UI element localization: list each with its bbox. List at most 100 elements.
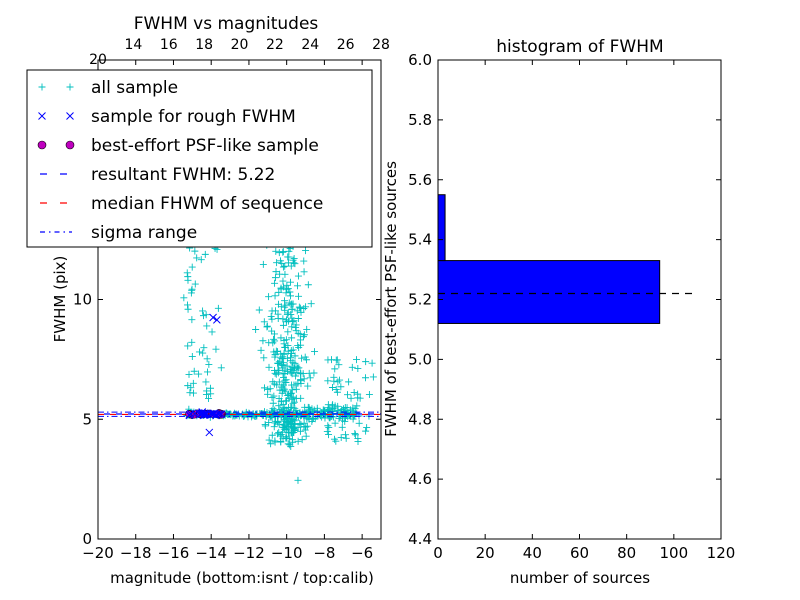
all-sample-point xyxy=(292,394,300,402)
all-sample-point xyxy=(252,325,260,333)
all-sample-point xyxy=(279,373,287,381)
rough-sample-point xyxy=(205,428,214,437)
left-x-tick-label: −16 xyxy=(158,544,190,562)
all-sample-point xyxy=(273,348,281,356)
all-sample-point xyxy=(284,392,292,400)
all-sample-point xyxy=(294,437,302,445)
legend-marker xyxy=(38,83,46,91)
all-sample-point xyxy=(201,250,209,258)
all-sample-point xyxy=(323,427,331,435)
all-sample-point xyxy=(300,419,308,427)
all-sample-point xyxy=(188,263,196,271)
all-sample-point xyxy=(300,257,308,265)
all-sample-point xyxy=(354,435,362,443)
left-top-tick-label: 26 xyxy=(337,37,355,53)
all-sample-point xyxy=(298,354,306,362)
all-sample-point xyxy=(260,384,268,392)
rough-sample-point xyxy=(201,410,209,419)
all-sample-point xyxy=(279,263,287,271)
all-sample-point xyxy=(329,401,337,409)
all-sample-point xyxy=(342,431,350,439)
all-sample-point xyxy=(268,393,276,401)
all-sample-point xyxy=(279,277,287,285)
left-top-tick-label: 20 xyxy=(231,37,249,53)
left-x-tick-label: −20 xyxy=(82,544,114,562)
all-sample-point xyxy=(303,325,311,333)
all-sample-point xyxy=(279,428,287,436)
left-y-tick-label: 10 xyxy=(73,291,92,309)
right-x-tick-label: 0 xyxy=(433,544,443,562)
all-sample-point xyxy=(288,363,296,371)
all-sample-point xyxy=(263,322,271,330)
all-sample-point xyxy=(297,369,305,377)
all-sample-point xyxy=(294,272,302,280)
histogram-bar xyxy=(437,194,446,262)
all-sample-point xyxy=(333,409,341,417)
all-sample-point xyxy=(195,348,203,356)
right-y-tick-label: 6.0 xyxy=(408,51,432,69)
all-sample-point xyxy=(310,369,318,377)
all-sample-point xyxy=(289,358,297,366)
all-sample-point xyxy=(245,409,253,417)
all-sample-point xyxy=(269,405,277,413)
rough-sample-point xyxy=(200,409,209,418)
all-sample-point xyxy=(306,374,314,382)
left-top-tick-label: 14 xyxy=(124,37,142,53)
all-sample-point xyxy=(331,419,339,427)
all-sample-point xyxy=(297,308,305,316)
all-sample-point xyxy=(260,318,268,326)
all-sample-point xyxy=(304,281,312,289)
legend-marker xyxy=(38,112,46,120)
all-sample-point xyxy=(204,368,212,376)
all-sample-point xyxy=(287,292,295,300)
all-sample-point xyxy=(295,344,303,352)
all-sample-point xyxy=(191,280,199,288)
all-sample-point xyxy=(273,259,281,267)
all-sample-point xyxy=(283,422,291,430)
all-sample-point xyxy=(264,390,272,398)
all-sample-point xyxy=(336,376,344,384)
all-sample-point xyxy=(270,392,278,400)
all-sample-point xyxy=(284,259,292,267)
right-x-tick-label: 40 xyxy=(523,544,542,562)
all-sample-point xyxy=(184,276,192,284)
all-sample-point xyxy=(278,355,286,363)
all-sample-point xyxy=(184,342,192,350)
all-sample-point xyxy=(199,312,207,320)
all-sample-point xyxy=(291,260,299,268)
legend-marker xyxy=(65,140,75,150)
all-sample-point xyxy=(280,337,288,345)
all-sample-point xyxy=(291,404,299,412)
left-y-axis-label: FWHM (pix) xyxy=(51,256,69,343)
all-sample-point xyxy=(273,381,281,389)
left-top-tick-label: 18 xyxy=(195,37,213,53)
all-sample-point xyxy=(212,345,220,353)
all-sample-point xyxy=(330,373,338,381)
all-sample-point xyxy=(290,381,298,389)
all-sample-point xyxy=(301,426,309,434)
all-sample-point xyxy=(281,404,289,412)
all-sample-point xyxy=(195,370,203,378)
histogram-bar xyxy=(437,260,661,324)
all-sample-point xyxy=(333,388,341,396)
all-sample-point xyxy=(325,423,333,431)
all-sample-point xyxy=(288,370,296,378)
all-sample-point xyxy=(287,442,295,450)
all-sample-point xyxy=(302,247,310,255)
all-sample-point xyxy=(279,362,287,370)
all-sample-point xyxy=(263,323,271,331)
right-x-tick-label: 100 xyxy=(660,544,689,562)
all-sample-point xyxy=(288,334,296,342)
all-sample-point xyxy=(279,401,287,409)
left-x-tick-label: −10 xyxy=(271,544,303,562)
all-sample-point xyxy=(290,255,298,263)
all-sample-point xyxy=(297,421,305,429)
legend-marker xyxy=(37,140,47,150)
all-sample-point xyxy=(288,300,296,308)
all-sample-point xyxy=(199,307,207,315)
all-sample-point xyxy=(300,331,308,339)
all-sample-point xyxy=(274,360,282,368)
right-y-tick-label: 5.8 xyxy=(408,111,432,129)
all-sample-point xyxy=(197,256,205,264)
